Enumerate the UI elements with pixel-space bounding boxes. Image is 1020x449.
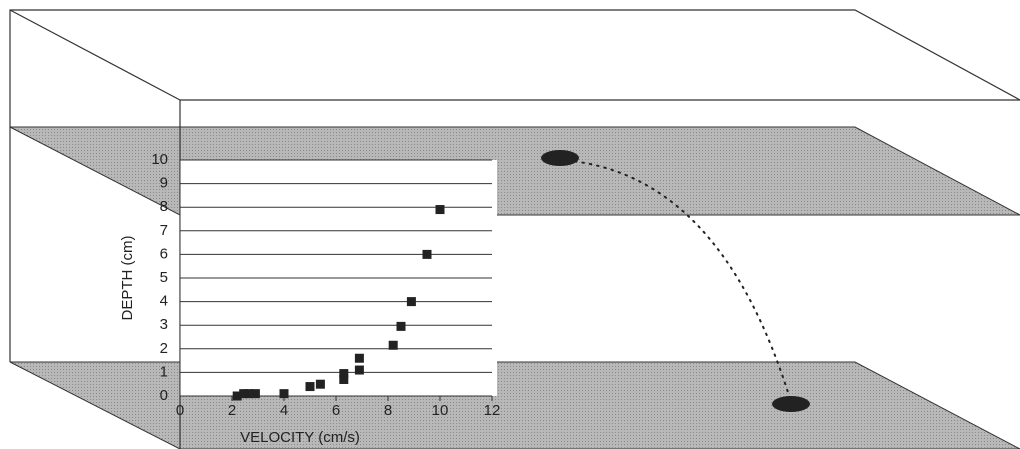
y-tick-label: 6	[160, 245, 168, 262]
data-point	[435, 205, 445, 215]
y-tick-label: 0	[160, 387, 168, 404]
data-point	[239, 389, 249, 399]
y-tick-label: 8	[160, 198, 168, 215]
data-point	[406, 297, 416, 307]
y-tick-label: 2	[160, 340, 168, 357]
data-point	[250, 389, 260, 399]
data-point	[244, 389, 254, 399]
y-tick-label: 3	[160, 316, 168, 333]
data-point	[396, 321, 406, 331]
x-tick-label: 4	[280, 402, 288, 419]
y-tick-label: 9	[160, 175, 168, 192]
x-tick-label: 12	[484, 402, 501, 419]
y-tick-label: 5	[160, 269, 168, 286]
x-tick-label: 6	[332, 402, 340, 419]
y-tick-label: 4	[160, 293, 168, 310]
x-tick-label: 2	[228, 402, 236, 419]
data-point	[279, 389, 289, 399]
x-tick-label: 0	[176, 402, 184, 419]
x-tick-label: 8	[384, 402, 392, 419]
x-axis-label: VELOCITY (cm/s)	[240, 429, 360, 446]
y-axis-label: DEPTH (cm)	[119, 236, 136, 321]
y-tick-label: 1	[160, 363, 168, 380]
data-point	[305, 382, 315, 392]
data-point	[354, 365, 364, 375]
data-point	[422, 249, 432, 259]
y-tick-label: 7	[160, 222, 168, 239]
left-edge	[9, 9, 181, 101]
data-point	[354, 353, 364, 363]
end-particle	[772, 396, 810, 412]
data-point	[339, 369, 349, 379]
y-tick-label: 10	[151, 151, 168, 168]
data-point	[339, 374, 349, 384]
back-edges	[9, 9, 1020, 362]
start-particle	[541, 150, 579, 166]
data-point	[315, 379, 325, 389]
data-point	[388, 340, 398, 350]
x-tick-label: 10	[432, 402, 449, 419]
data-point	[232, 391, 242, 401]
